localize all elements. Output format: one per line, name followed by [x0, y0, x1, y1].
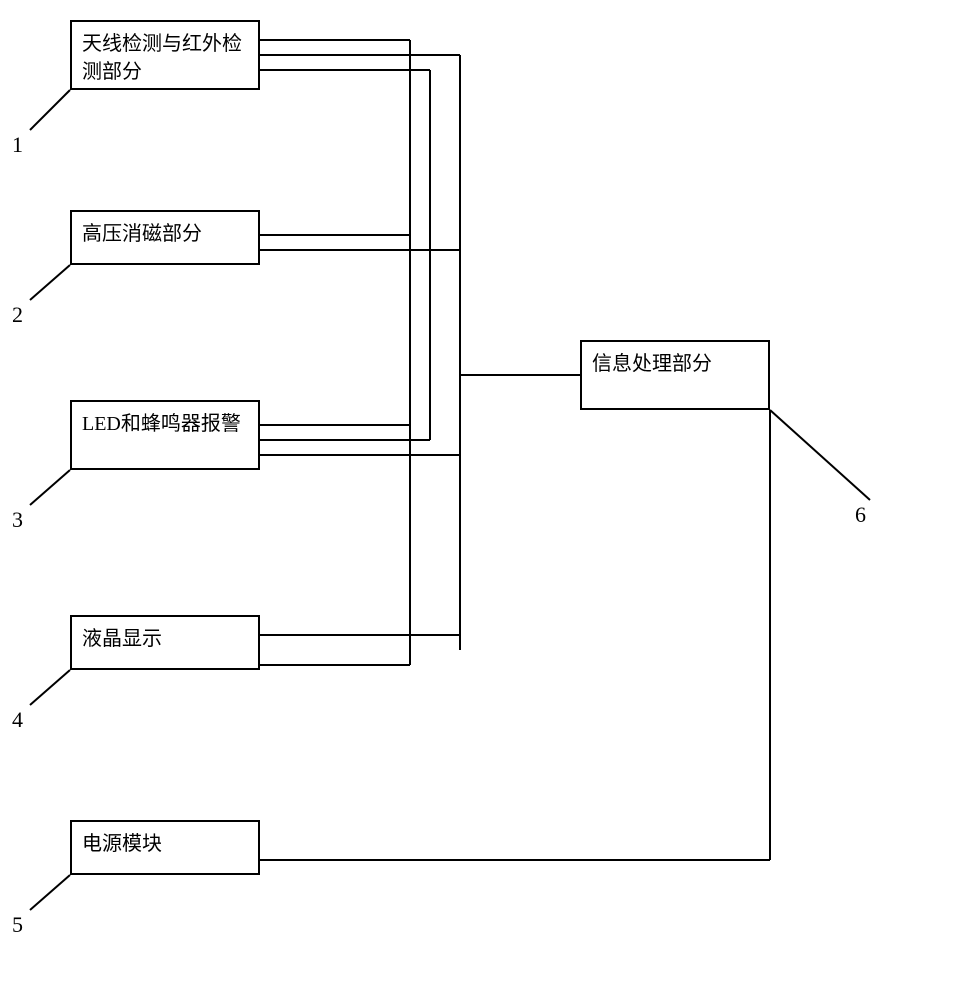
label-3: 3 — [12, 507, 23, 533]
block-antenna-ir-detection: 天线检测与红外检测部分 — [70, 20, 260, 90]
block-lcd-display: 液晶显示 — [70, 615, 260, 670]
block-power-module: 电源模块 — [70, 820, 260, 875]
block-hv-degauss: 高压消磁部分 — [70, 210, 260, 265]
label-1: 1 — [12, 132, 23, 158]
label-6: 6 — [855, 502, 866, 528]
block-info-processing: 信息处理部分 — [580, 340, 770, 410]
label-4: 4 — [12, 707, 23, 733]
block-led-buzzer-alarm: LED和蜂鸣器报警 — [70, 400, 260, 470]
label-5: 5 — [12, 912, 23, 938]
label-2: 2 — [12, 302, 23, 328]
